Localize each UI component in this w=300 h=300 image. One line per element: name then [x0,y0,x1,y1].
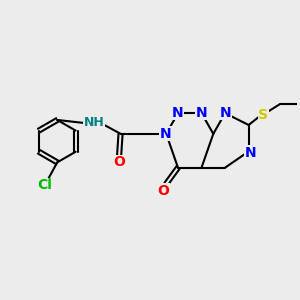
Text: O: O [157,184,169,198]
Text: S: S [258,108,268,122]
Text: N: N [219,106,231,120]
Text: NH: NH [84,116,104,128]
Text: O: O [113,155,125,170]
Text: N: N [160,127,172,141]
Text: Cl: Cl [38,178,52,192]
Text: N: N [160,127,171,141]
Text: N: N [172,106,184,120]
Text: N: N [244,146,256,160]
Text: N: N [196,106,207,120]
